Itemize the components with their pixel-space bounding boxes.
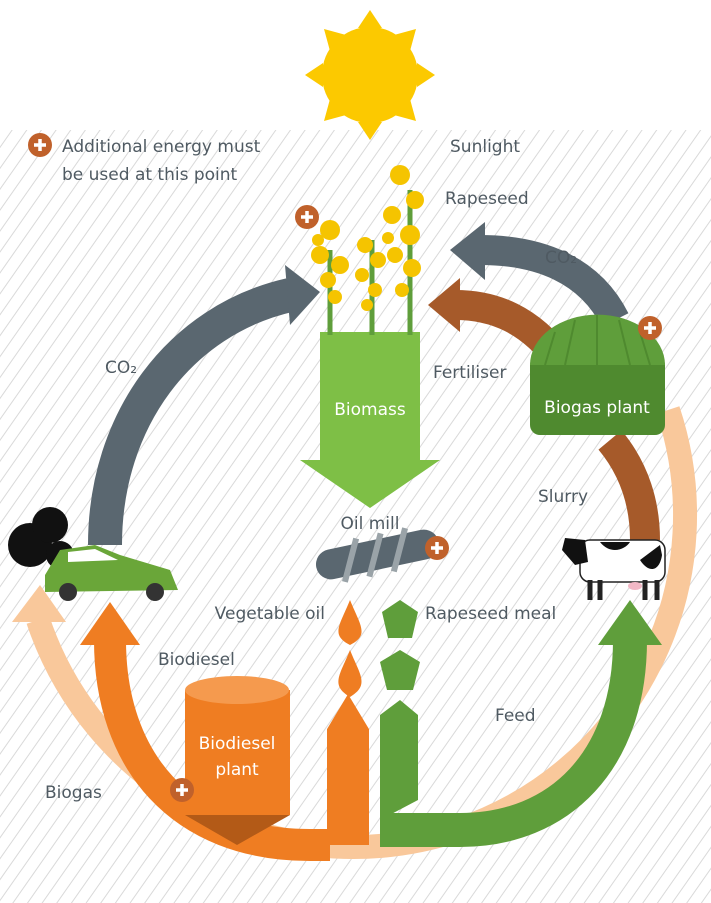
label: Feed [495,706,536,726]
legend-text: Additional energy must [62,137,261,157]
label: Fertiliser [433,363,506,383]
oil-channel [330,700,366,845]
label: Biogas [45,783,102,803]
meal-channel [380,700,418,820]
sun [305,10,435,140]
legend-text: be used at this point [62,165,238,185]
label: CO₂ [545,248,577,268]
label: Biomass [334,400,406,420]
label: Rapeseed [445,189,529,209]
label: Biodiesel [158,650,235,670]
plus-icon [295,205,319,229]
plus-icon [170,778,194,802]
label: Biogas plant [544,398,650,418]
plus-icon [425,536,449,560]
label: CO₂ [105,358,137,378]
label: Slurry [538,487,588,507]
label: Vegetable oil [215,604,325,624]
label: Oil mill [341,514,400,534]
plus-icon [28,133,52,157]
label: Biodiesel [199,734,276,754]
label: Rapeseed meal [425,604,556,624]
plus-icon [638,316,662,340]
label: plant [215,760,259,780]
diagram: Additional energy must be used at this p… [0,0,711,903]
label: Sunlight [450,137,520,157]
